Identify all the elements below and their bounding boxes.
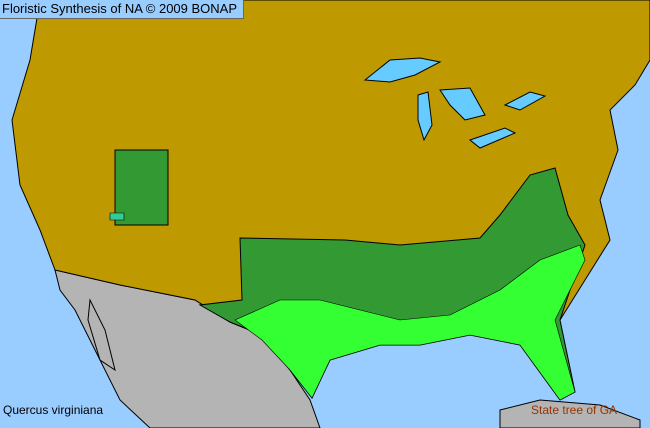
state-tree-note: State tree of GA <box>531 403 618 417</box>
map-title: Floristic Synthesis of NA © 2009 BONAP <box>0 0 245 19</box>
present-county-region <box>109 212 586 401</box>
lakes <box>363 57 547 149</box>
species-name: Quercus virginiana <box>3 403 104 417</box>
mexico-region <box>54 269 641 428</box>
